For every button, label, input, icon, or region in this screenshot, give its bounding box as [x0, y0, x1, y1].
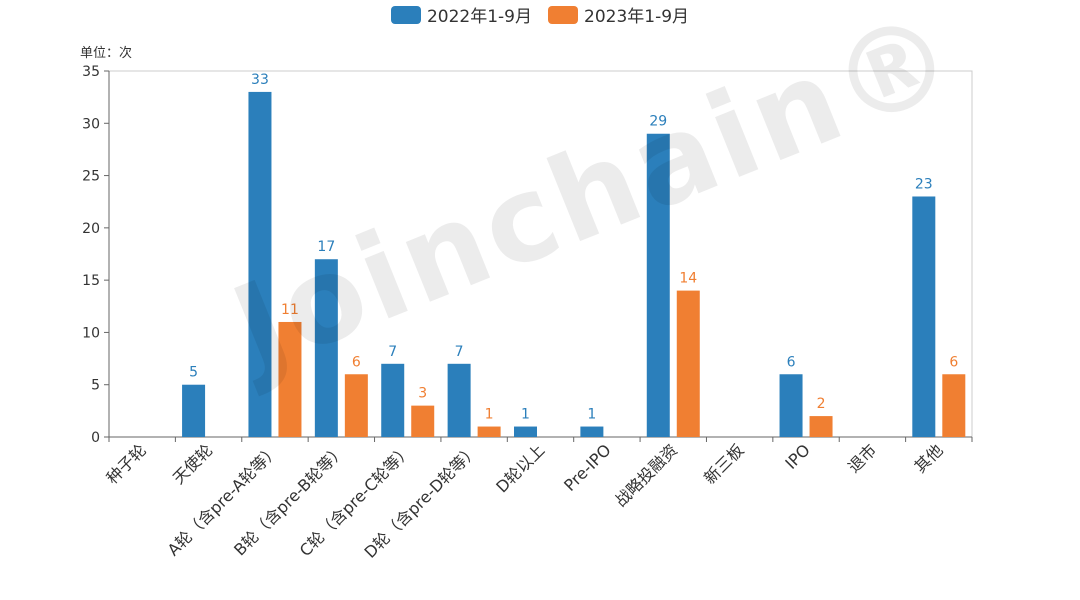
- x-tick-label: Pre-IPO: [560, 440, 615, 495]
- y-tick-label: 20: [82, 221, 100, 237]
- data-label: 14: [679, 271, 697, 287]
- legend-swatch: [548, 5, 578, 24]
- bar: [646, 133, 670, 437]
- x-tick-label: C轮（含pre-C轮等）: [296, 440, 416, 560]
- data-label: 17: [317, 239, 335, 255]
- bar: [248, 91, 272, 438]
- bar: [447, 363, 471, 437]
- bar: [182, 384, 206, 437]
- plot-frame: [108, 70, 973, 438]
- data-label: 7: [455, 344, 464, 360]
- data-label: 5: [189, 365, 198, 381]
- data-label: 1: [521, 407, 530, 423]
- data-label: 29: [649, 114, 667, 130]
- legend: 2022年1-9月 2023年1-9月: [0, 2, 1080, 27]
- bar: [942, 374, 966, 437]
- legend-label: 2023年1-9月: [584, 7, 690, 27]
- bar: [278, 321, 302, 437]
- data-label: 23: [915, 176, 933, 192]
- bar: [809, 416, 833, 437]
- data-label: 11: [281, 302, 299, 318]
- bar: [314, 259, 338, 437]
- y-axis-unit-label: 单位：次: [80, 46, 133, 61]
- x-tick-label: A轮（含pre-A轮等）: [164, 440, 283, 559]
- legend-item[interactable]: 2022年1-9月: [390, 2, 532, 27]
- bar: [779, 374, 803, 437]
- legend-label: 2022年1-9月: [426, 7, 532, 27]
- legend-item[interactable]: 2023年1-9月: [548, 2, 689, 27]
- bar: [477, 426, 501, 437]
- bar: [912, 196, 936, 437]
- bar: [381, 363, 405, 437]
- x-tick-label: 天使轮: [169, 440, 216, 487]
- x-tick-label: 战略投融资: [611, 440, 681, 510]
- data-label: 2: [817, 396, 826, 412]
- y-tick-label: 15: [82, 273, 100, 289]
- data-label: 6: [949, 354, 958, 370]
- x-tick-label: 其他: [911, 440, 947, 476]
- y-tick-label: 35: [82, 64, 100, 80]
- x-tick-label: IPO: [781, 440, 814, 473]
- data-label: 1: [587, 407, 596, 423]
- y-tick-label: 0: [91, 430, 100, 446]
- y-tick-label: 25: [82, 169, 100, 185]
- bar: [344, 374, 368, 437]
- data-label: 1: [485, 407, 494, 423]
- legend-swatch: [390, 5, 421, 24]
- x-tick-label: 退市: [844, 440, 880, 476]
- x-tick-label: 种子轮: [103, 440, 150, 487]
- y-tick-label: 30: [82, 116, 100, 132]
- bar: [514, 426, 537, 437]
- data-label: 6: [352, 354, 361, 370]
- y-tick-label: 10: [82, 325, 100, 341]
- data-label: 33: [251, 72, 269, 88]
- x-tick-label: B轮（含pre-B轮等）: [230, 440, 349, 559]
- y-tick-label: 5: [91, 378, 100, 394]
- data-label: 3: [418, 386, 427, 402]
- x-tick-label: D轮（含pre-D轮等）: [361, 440, 482, 561]
- bar: [580, 426, 604, 437]
- bar: [676, 290, 700, 437]
- x-tick-label: D轮以上: [492, 440, 548, 496]
- data-label: 6: [787, 354, 796, 370]
- bar: [411, 405, 435, 437]
- data-label: 7: [388, 344, 397, 360]
- x-tick-label: 新三板: [700, 440, 747, 487]
